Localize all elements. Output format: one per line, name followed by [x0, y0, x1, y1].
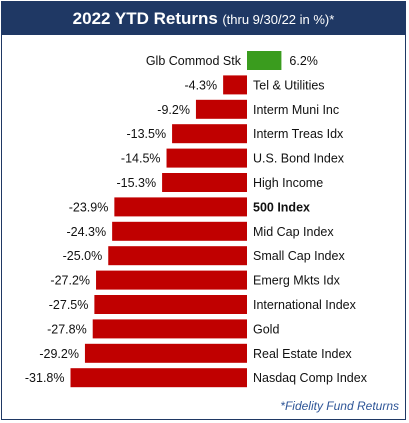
category-label-gold: Gold [253, 322, 279, 336]
chart-subtitle: (thru 9/30/22 in %)* [222, 12, 335, 27]
chart-header: 2022 YTD Returns (thru 9/30/22 in %)* [2, 2, 405, 35]
bar-emerg-mkts-idx [96, 270, 247, 290]
value-label-glb-commod-stk: 6.2% [289, 54, 318, 68]
value-label-gold: -27.8% [47, 322, 87, 336]
value-label-small-cap-index: -25.0% [63, 249, 103, 263]
bar-500-index [114, 197, 247, 217]
category-label-emerg-mkts-idx: Emerg Mkts Idx [253, 274, 341, 288]
value-label-mid-cap-index: -24.3% [67, 225, 107, 239]
category-label-interm-muni-inc: Interm Muni Inc [253, 103, 339, 117]
category-label-nasdaq-comp-index: Nasdaq Comp Index [253, 371, 368, 385]
bar-international-index [94, 295, 247, 314]
value-label-emerg-mkts-idx: -27.2% [50, 274, 90, 288]
bar-interm-muni-inc [195, 99, 247, 119]
category-label-interm-treas-idx: Interm Treas Idx [253, 127, 344, 141]
category-label-small-cap-index: Small Cap Index [253, 249, 345, 263]
category-label-mid-cap-index: Mid Cap Index [253, 225, 334, 239]
value-label-nasdaq-comp-index: -31.8% [25, 371, 65, 385]
bar-u-s-bond-index [166, 148, 247, 168]
value-label-real-estate-index: -29.2% [39, 347, 79, 361]
bar-interm-treas-idx [172, 124, 247, 144]
value-label-high-income: -15.3% [116, 176, 156, 190]
bar-real-estate-index [84, 343, 247, 363]
bar-small-cap-index [108, 246, 247, 266]
bar-high-income [162, 173, 247, 192]
value-label-interm-treas-idx: -13.5% [126, 127, 166, 141]
category-label-high-income: High Income [253, 176, 323, 190]
bar-nasdaq-comp-index [70, 368, 247, 388]
category-label-500-index: 500 Index [253, 200, 310, 214]
chart-title: 2022 YTD Returns [72, 9, 218, 28]
value-label-u-s-bond-index: -14.5% [121, 152, 161, 166]
footnote: *Fidelity Fund Returns [280, 399, 399, 413]
category-label-tel-utilities: Tel & Utilities [253, 78, 325, 92]
value-label-500-index: -23.9% [69, 200, 109, 214]
category-label-glb-commod-stk: Glb Commod Stk [146, 54, 242, 68]
bar-gold [92, 319, 248, 339]
bar-chart: Glb Commod Stk 6.2% Tel & Utilities -4.3% In… [25, 51, 368, 388]
bar-tel-utilities [223, 75, 247, 95]
category-label-real-estate-index: Real Estate Index [253, 347, 352, 361]
value-label-interm-muni-inc: -9.2% [157, 103, 190, 117]
bar-mid-cap-index [112, 221, 247, 241]
category-label-u-s-bond-index: U.S. Bond Index [253, 152, 345, 166]
value-label-international-index: -27.5% [49, 298, 89, 312]
category-label-international-index: International Index [253, 298, 357, 312]
value-label-tel-utilities: -4.3% [184, 78, 217, 92]
bar-glb-commod-stk [247, 51, 282, 70]
